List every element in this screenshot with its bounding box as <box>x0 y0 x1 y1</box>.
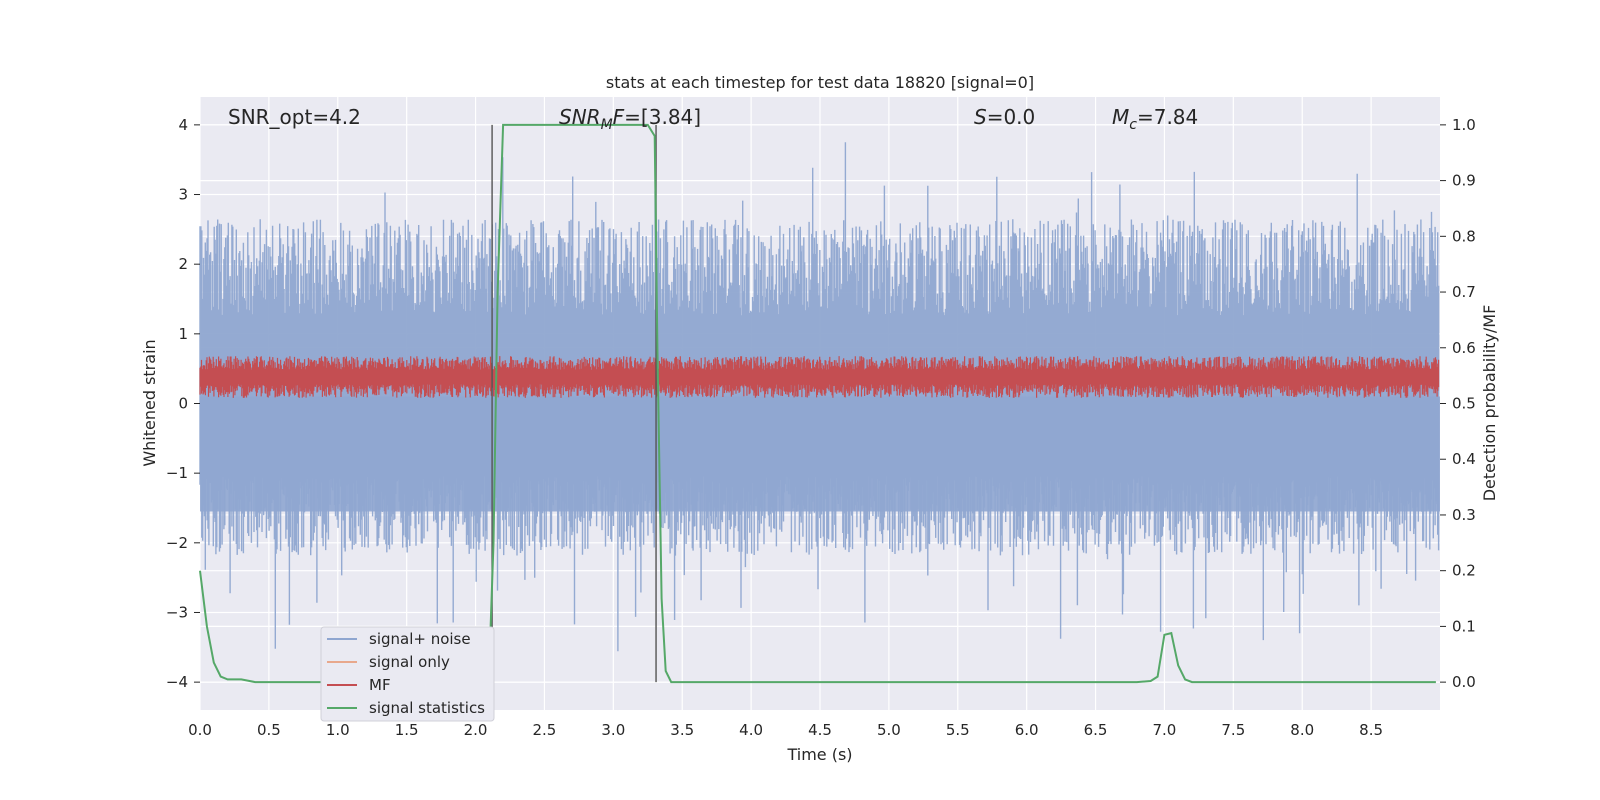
snr-opt-annotation: SNR_opt=4.2 <box>228 105 361 129</box>
legend-label-signal-statistics: signal statistics <box>369 699 485 717</box>
signal-statistics-series <box>199 123 1436 684</box>
mf-trace <box>199 356 1440 398</box>
x-tick-label: 3.0 <box>601 721 625 739</box>
snr-mf-subscript: M <box>601 117 613 133</box>
y-right-tick-label: 0.4 <box>1452 450 1476 468</box>
y-axis-label: Whitened strain <box>140 339 159 466</box>
mf-series <box>199 356 1440 398</box>
legend: signal+ noise signal only MF signal stat… <box>320 626 495 722</box>
x-tick-label: 5.0 <box>877 721 901 739</box>
y-tick-label: 0 <box>178 395 188 413</box>
x-tick-label: 1.0 <box>326 721 350 739</box>
y-tick-label: 4 <box>178 116 188 134</box>
y-tick-label: −4 <box>166 673 188 691</box>
snr-mf-value: =[3.84] <box>624 105 701 129</box>
legend-label-signal-only: signal only <box>369 653 450 671</box>
y-right-tick-label: 0.2 <box>1452 562 1476 580</box>
mc-symbol: M <box>1112 105 1129 129</box>
signal-noise-series <box>199 142 1440 652</box>
x-tick-label: 2.5 <box>533 721 557 739</box>
signal-noise-core <box>200 396 1440 512</box>
x-tick-label: 0.0 <box>188 721 212 739</box>
x-tick-label: 7.5 <box>1221 721 1245 739</box>
y-tick-label: −3 <box>166 603 188 621</box>
y-right-axis-ticks: 0.0 0.1 0.2 0.3 0.4 0.5 0.6 0.7 0.8 0.9 1.0 <box>1440 116 1476 691</box>
legend-box <box>320 626 495 722</box>
x-tick-label: 0.5 <box>257 721 281 739</box>
x-tick-label: 7.0 <box>1153 721 1177 739</box>
legend-label-signal-noise: signal+ noise <box>369 630 471 648</box>
y-right-tick-label: 0.0 <box>1452 673 1476 691</box>
s-symbol: S <box>974 105 987 129</box>
mc-annotation: Mc=7.84 <box>1112 105 1198 133</box>
x-tick-label: 6.0 <box>1015 721 1039 739</box>
signal-statistics-line <box>199 123 1436 684</box>
y-tick-label: −1 <box>166 464 188 482</box>
x-tick-label: 8.0 <box>1290 721 1314 739</box>
snr-mf-annotation: SNRMF=[3.84] <box>559 105 701 133</box>
chart-title: stats at each timestep for test data 188… <box>606 73 1034 92</box>
y-right-tick-label: 0.3 <box>1452 506 1476 524</box>
y-right-tick-label: 0.9 <box>1452 172 1476 190</box>
y-tick-label: 1 <box>178 325 188 343</box>
x-tick-label: 1.5 <box>395 721 419 739</box>
x-tick-label: 6.5 <box>1084 721 1108 739</box>
y-tick-label: 3 <box>178 186 188 204</box>
x-tick-label: 3.5 <box>670 721 694 739</box>
legend-label-mf: MF <box>369 676 391 694</box>
s-annotation: S=0.0 <box>974 105 1035 129</box>
x-axis-ticks: 0.0 0.5 1.0 1.5 2.0 2.5 3.0 3.5 4.0 4.5 5.0 5.5 6.0 6… <box>188 721 1383 739</box>
y-right-tick-label: 0.1 <box>1452 617 1476 635</box>
s-value: =0.0 <box>987 105 1036 129</box>
x-tick-label: 2.0 <box>464 721 488 739</box>
snr-mf-symbol: SNR <box>559 105 601 129</box>
y-right-tick-label: 0.5 <box>1452 395 1476 413</box>
y-right-tick-label: 0.6 <box>1452 339 1476 357</box>
y-right-tick-label: 1.0 <box>1452 116 1476 134</box>
x-tick-label: 4.5 <box>808 721 832 739</box>
mc-subscript: c <box>1129 117 1137 133</box>
x-axis-label: Time (s) <box>786 745 852 764</box>
y-right-tick-label: 0.7 <box>1452 283 1476 301</box>
x-tick-label: 4.0 <box>739 721 763 739</box>
mc-value: =7.84 <box>1137 105 1198 129</box>
y-tick-label: 2 <box>178 255 188 273</box>
y-right-tick-label: 0.8 <box>1452 227 1476 245</box>
y-axis-ticks: −4 −3 −2 −1 0 1 2 3 4 <box>166 116 200 691</box>
snr-mf-suffix: F <box>613 105 625 129</box>
x-tick-label: 5.5 <box>946 721 970 739</box>
y-right-axis-label: Detection probability/MF <box>1480 305 1499 502</box>
y-tick-label: −2 <box>166 534 188 552</box>
x-tick-label: 8.5 <box>1359 721 1383 739</box>
